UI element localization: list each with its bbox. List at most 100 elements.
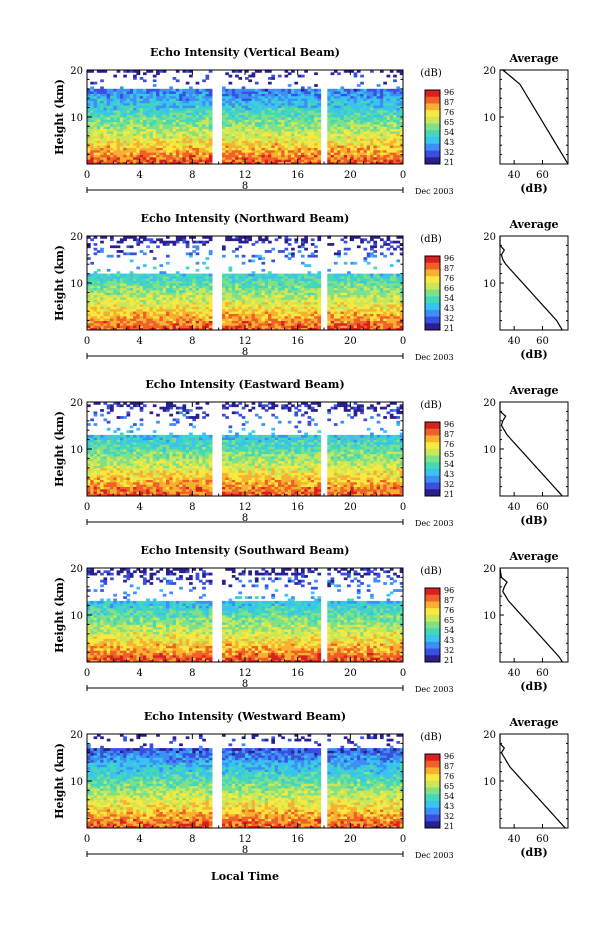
heatmap-cell (291, 114, 295, 118)
heatmap-cell (225, 126, 229, 130)
heatmap-cell (103, 88, 108, 92)
heatmap-cell (310, 283, 315, 286)
heatmap-cell (254, 283, 259, 286)
heatmap-cell (146, 109, 150, 113)
heatmap-cell (205, 142, 210, 146)
heatmap-cell (133, 252, 137, 256)
heatmap-cell (110, 299, 114, 303)
heatmap-cell (277, 292, 282, 296)
heatmap-cell (297, 306, 302, 310)
heatmap-cell (133, 109, 137, 113)
heatmap-cell (277, 156, 282, 160)
heatmap-cell (159, 145, 164, 148)
heatmap-cell (90, 131, 94, 134)
heatmap-cell (152, 152, 157, 155)
heatmap-cell (277, 280, 282, 284)
heatmap-cell (386, 119, 391, 123)
heatmap-cell (221, 285, 226, 289)
heatmap-cell (162, 114, 167, 118)
heatmap-cell (300, 283, 305, 286)
heatmap-cell (294, 318, 299, 321)
heatmap-cell (126, 107, 131, 111)
heatmap-cell (152, 147, 157, 151)
heatmap-cell (126, 290, 131, 293)
heatmap-cell (179, 152, 183, 155)
heatmap-cell (129, 133, 134, 137)
heatmap-cell (238, 133, 243, 137)
heatmap-cell (175, 107, 180, 111)
heatmap-cell (297, 112, 302, 116)
heatmap-cell (221, 121, 226, 125)
heatmap-cell (300, 243, 305, 246)
heatmap-cell (235, 93, 239, 97)
heatmap-cell (202, 149, 206, 153)
heatmap-cell (205, 93, 210, 97)
heatmap-cell (376, 154, 381, 158)
heatmap-cell (258, 102, 262, 106)
heatmap-cell (113, 294, 118, 298)
heatmap-cell (291, 124, 295, 127)
heatmap-cell (123, 107, 127, 111)
heatmap-cell (149, 161, 154, 165)
heatmap-cell (314, 105, 318, 108)
heatmap-cell (238, 245, 243, 249)
heatmap-cell (254, 105, 259, 108)
heatmap-cell (277, 308, 282, 312)
heatmap-cell (307, 121, 312, 125)
heatmap-cell (139, 322, 144, 326)
heatmap-cell (314, 124, 318, 127)
heatmap-cell (100, 250, 104, 253)
heatmap-cell (356, 119, 361, 123)
heatmap-cell (356, 154, 361, 158)
heatmap-cell (87, 308, 91, 312)
heatmap-cell (284, 290, 289, 293)
heatmap-cell (208, 147, 213, 151)
heatmap-cell (314, 100, 318, 104)
heatmap-cell (198, 159, 203, 163)
heatmap-cell (238, 156, 243, 160)
heatmap-cell (182, 152, 187, 155)
heatmap-cell (208, 88, 213, 92)
heatmap-cell (317, 159, 322, 163)
heatmap-cell (235, 154, 239, 158)
heatmap-cell (284, 159, 289, 163)
heatmap-cell (185, 299, 190, 303)
heatmap-cell (241, 161, 246, 165)
heatmap-cell (363, 142, 368, 146)
heatmap-cell (393, 131, 397, 134)
heatmap-cell (291, 95, 295, 99)
heatmap-cell (261, 311, 266, 314)
heatmap-cell (139, 142, 144, 146)
heatmap-cell (396, 114, 401, 118)
heatmap-cell (182, 313, 187, 317)
heatmap-cell (87, 290, 91, 293)
heatmap-cell (162, 243, 167, 246)
heatmap-cell (179, 311, 183, 314)
heatmap-cell (152, 315, 157, 319)
heatmap-cell (281, 121, 285, 125)
heatmap-cell (146, 290, 150, 293)
heatmap-cell (133, 292, 137, 296)
heatmap-cell (162, 156, 167, 160)
heatmap-cell (142, 299, 147, 303)
heatmap-cell (87, 140, 91, 144)
heatmap-cell (386, 147, 391, 151)
heatmap-cell (185, 243, 190, 246)
heatmap-cell (228, 238, 233, 242)
heatmap-cell (340, 112, 345, 116)
heatmap-cell (366, 161, 371, 165)
heatmap-cell (264, 294, 269, 298)
heatmap-cell (156, 95, 160, 99)
heatmap-cell (373, 149, 378, 153)
heatmap-cell (304, 133, 308, 137)
heatmap-cell (251, 112, 256, 116)
heatmap-cell (284, 292, 289, 296)
heatmap-cell (169, 325, 173, 329)
heatmap-cell (314, 161, 318, 165)
heatmap-cell (195, 245, 200, 249)
heatmap-cell (156, 93, 160, 97)
heatmap-cell (360, 95, 364, 99)
heatmap-cell (314, 133, 318, 137)
heatmap-cell (195, 102, 200, 106)
heatmap-cell (271, 91, 276, 94)
